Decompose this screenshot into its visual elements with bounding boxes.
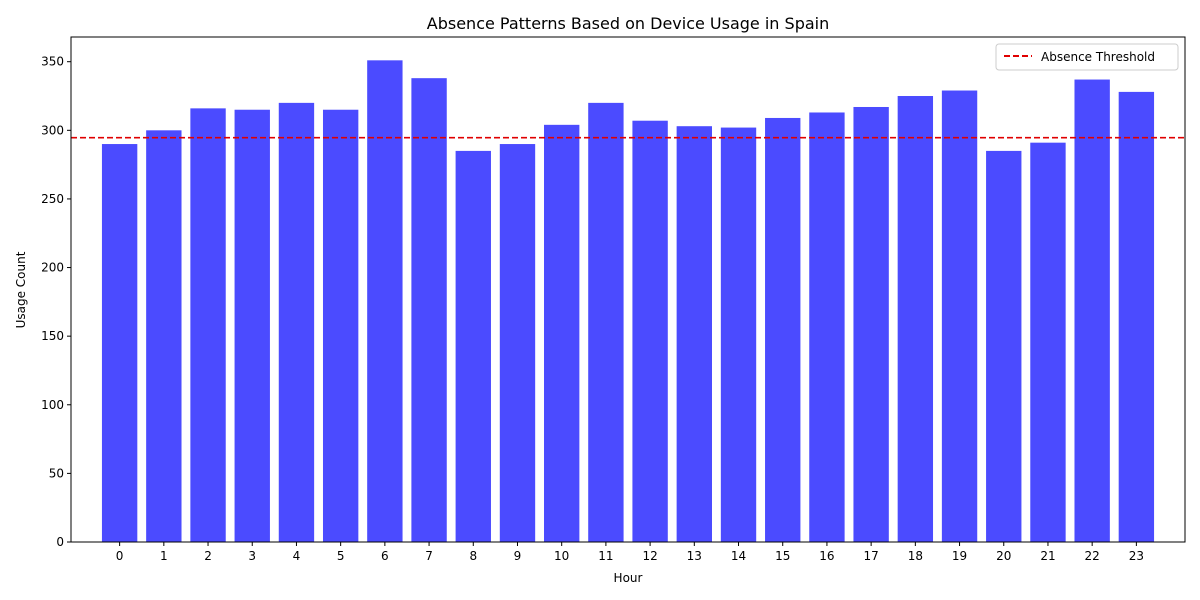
bar-hour-5 <box>322 109 359 542</box>
x-tick-label: 12 <box>642 549 657 563</box>
bar-hour-19 <box>941 90 978 543</box>
y-tick-label: 200 <box>41 261 64 275</box>
bar-hour-16 <box>809 112 845 542</box>
bar-hour-20 <box>986 150 1022 542</box>
y-tick-label: 0 <box>56 535 64 549</box>
bar-hour-10 <box>544 124 580 542</box>
x-tick-label: 20 <box>996 549 1011 563</box>
x-tick-label: 10 <box>554 549 569 563</box>
legend-threshold-label: Absence Threshold <box>1041 50 1155 64</box>
x-tick-label: 6 <box>381 549 389 563</box>
bar-hour-7 <box>411 78 447 543</box>
bars-group <box>101 60 1155 543</box>
bar-hour-17 <box>853 106 889 543</box>
x-tick-label: 3 <box>248 549 256 563</box>
bar-hour-0 <box>101 144 138 543</box>
x-tick-label: 19 <box>952 549 967 563</box>
bar-hour-2 <box>190 108 226 543</box>
x-tick-label: 17 <box>863 549 878 563</box>
x-tick-label: 13 <box>687 549 702 563</box>
chart-title: Absence Patterns Based on Device Usage i… <box>427 14 829 33</box>
y-tick-label: 350 <box>41 55 64 69</box>
bar-hour-1 <box>146 130 182 542</box>
y-tick-label: 250 <box>41 192 64 206</box>
bar-hour-23 <box>1118 91 1155 542</box>
legend: Absence Threshold <box>995 43 1179 71</box>
bar-hour-18 <box>897 96 934 542</box>
x-tick-label: 8 <box>469 549 477 563</box>
bar-hour-21 <box>1030 142 1066 543</box>
bar-hour-9 <box>499 144 536 543</box>
y-tick-label: 50 <box>49 466 64 480</box>
x-tick-label: 2 <box>204 549 212 563</box>
x-tick-label: 1 <box>160 549 168 563</box>
y-tick-label: 100 <box>41 398 64 412</box>
y-tick-label: 300 <box>41 123 64 137</box>
x-tick-label: 14 <box>731 549 746 563</box>
bar-hour-3 <box>234 109 270 542</box>
x-tick-label: 15 <box>775 549 790 563</box>
bar-hour-22 <box>1074 79 1110 542</box>
bar-hour-8 <box>455 150 491 542</box>
x-tick-label: 11 <box>598 549 613 563</box>
bar-hour-6 <box>367 60 403 542</box>
y-tick-label: 150 <box>41 329 64 343</box>
x-tick-label: 4 <box>293 549 301 563</box>
x-tick-label: 0 <box>116 549 124 563</box>
x-tick-label: 9 <box>514 549 522 563</box>
x-tick-label: 7 <box>425 549 433 563</box>
bar-hour-14 <box>720 127 757 542</box>
x-tick-label: 21 <box>1040 549 1055 563</box>
x-tick-label: 16 <box>819 549 834 563</box>
y-axis-label: Usage Count <box>14 251 28 328</box>
bar-hour-15 <box>765 117 801 543</box>
legend-box <box>995 43 1179 71</box>
x-tick-label: 5 <box>337 549 345 563</box>
bar-hour-12 <box>632 120 668 543</box>
x-tick-label: 22 <box>1085 549 1100 563</box>
x-axis-label: Hour <box>614 571 643 585</box>
x-tick-label: 23 <box>1129 549 1144 563</box>
bar-hour-4 <box>278 102 315 543</box>
bar-hour-13 <box>676 126 712 542</box>
x-tick-label: 18 <box>908 549 923 563</box>
bar-hour-11 <box>588 102 624 543</box>
plot-frame <box>70 36 1186 543</box>
